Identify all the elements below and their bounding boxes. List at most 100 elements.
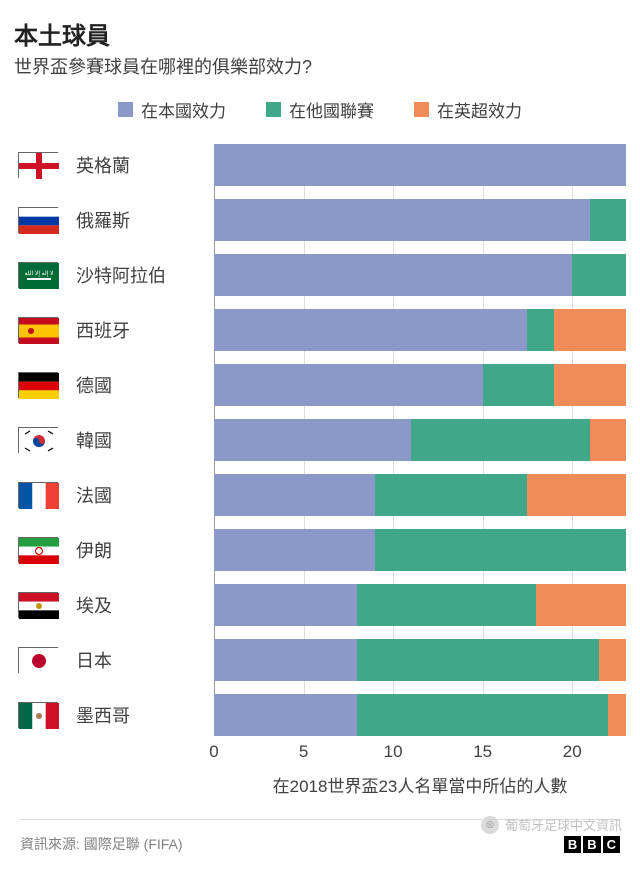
country-label-cell: 西班牙 <box>14 317 214 343</box>
country-row: 英格蘭 <box>14 144 626 186</box>
bar-group <box>214 199 626 241</box>
bar-segment-other <box>357 639 599 681</box>
bar-segment-home <box>214 309 527 351</box>
flag-icon <box>18 317 58 343</box>
flag-icon <box>18 592 58 618</box>
legend-item: 在本國效力 <box>118 97 226 122</box>
axis-tick-label: 20 <box>563 742 582 762</box>
bar-segment-epl <box>536 584 626 626</box>
bar-segment-epl <box>554 364 626 406</box>
svg-text:لا إله إلا الله: لا إله إلا الله <box>25 270 54 277</box>
bar-segment-epl <box>599 639 626 681</box>
bar-segment-other <box>375 529 626 571</box>
bar-group <box>214 584 626 626</box>
bar-segment-home <box>214 474 375 516</box>
legend-label: 在他國聯賽 <box>289 97 374 122</box>
country-name: 沙特阿拉伯 <box>76 262 166 288</box>
flag-icon <box>18 427 58 453</box>
watermark: ⊛ 葡萄牙足球中文資訊 <box>481 815 622 834</box>
bar-segment-other <box>411 419 590 461</box>
country-name: 墨西哥 <box>76 702 130 728</box>
country-row: لا إله إلا الله 沙特阿拉伯 <box>14 254 626 296</box>
legend-label: 在英超效力 <box>437 97 522 122</box>
country-label-cell: 日本 <box>14 647 214 673</box>
bar-segment-home <box>214 254 572 296</box>
country-row: 伊朗 <box>14 529 626 571</box>
bar-segment-home <box>214 144 626 186</box>
bar-segment-home <box>214 199 590 241</box>
bar-segment-other <box>357 694 608 736</box>
axis-tick-label: 0 <box>209 742 218 762</box>
legend-swatch <box>414 102 429 117</box>
watermark-text: 葡萄牙足球中文資訊 <box>505 815 622 834</box>
legend-label: 在本國效力 <box>141 97 226 122</box>
country-name: 西班牙 <box>76 317 130 343</box>
country-name: 英格蘭 <box>76 152 130 178</box>
country-label-cell: 墨西哥 <box>14 702 214 728</box>
country-name: 法國 <box>76 482 112 508</box>
bar-group <box>214 529 626 571</box>
legend: 在本國效力 在他國聯賽 在英超效力 <box>14 97 626 122</box>
flag-icon <box>18 482 58 508</box>
bar-group <box>214 639 626 681</box>
bar-segment-other <box>483 364 555 406</box>
country-row: 日本 <box>14 639 626 681</box>
chart-container: 本土球員 世界盃參賽球員在哪裡的俱樂部效力? 在本國效力 在他國聯賽 在英超效力 英… <box>0 0 640 862</box>
bar-segment-epl <box>608 694 626 736</box>
bbc-logo: BBC <box>564 836 620 853</box>
watermark-icon: ⊛ <box>481 816 499 834</box>
country-row: 墨西哥 <box>14 694 626 736</box>
plot-area: 英格蘭俄羅斯 لا إله إلا الله 沙特阿拉伯西班牙德國韓國法國伊朗埃及日… <box>14 144 626 736</box>
country-row: 埃及 <box>14 584 626 626</box>
bar-segment-other <box>357 584 536 626</box>
country-name: 埃及 <box>76 592 112 618</box>
country-name: 韓國 <box>76 427 112 453</box>
flag-icon <box>18 152 58 178</box>
flag-icon <box>18 372 58 398</box>
bar-segment-epl <box>590 419 626 461</box>
country-row: 俄羅斯 <box>14 199 626 241</box>
country-name: 日本 <box>76 647 112 673</box>
country-row: 法國 <box>14 474 626 516</box>
bar-group <box>214 144 626 186</box>
bar-segment-epl <box>554 309 626 351</box>
bar-segment-other <box>572 254 626 296</box>
flag-icon: لا إله إلا الله <box>18 262 58 288</box>
bar-segment-home <box>214 364 483 406</box>
x-axis: 0 5 10 15 20 <box>14 738 626 766</box>
axis-tick-label: 5 <box>299 742 308 762</box>
x-axis-title: 在2018世界盃23人名單當中所佔的人數 <box>14 772 626 797</box>
country-label-cell: 韓國 <box>14 427 214 453</box>
flag-icon <box>18 702 58 728</box>
legend-swatch <box>266 102 281 117</box>
axis-tick-label: 15 <box>473 742 492 762</box>
chart-subtitle: 世界盃參賽球員在哪裡的俱樂部效力? <box>14 53 626 79</box>
country-row: 西班牙 <box>14 309 626 351</box>
bar-segment-home <box>214 419 411 461</box>
legend-item: 在英超效力 <box>414 97 522 122</box>
country-label-cell: لا إله إلا الله 沙特阿拉伯 <box>14 262 214 288</box>
country-name: 俄羅斯 <box>76 207 130 233</box>
bar-segment-home <box>214 584 357 626</box>
bar-group <box>214 474 626 516</box>
bar-group <box>214 364 626 406</box>
country-label-cell: 德國 <box>14 372 214 398</box>
country-label-cell: 伊朗 <box>14 537 214 563</box>
bar-segment-other <box>375 474 527 516</box>
axis-tick-label: 10 <box>384 742 403 762</box>
bar-group <box>214 694 626 736</box>
legend-swatch <box>118 102 133 117</box>
country-name: 德國 <box>76 372 112 398</box>
bar-group <box>214 254 626 296</box>
source-text: 資訊來源: 國際足聯 (FIFA) <box>20 834 183 854</box>
chart-title: 本土球員 <box>14 16 626 51</box>
bar-segment-home <box>214 639 357 681</box>
bar-segment-home <box>214 694 357 736</box>
legend-item: 在他國聯賽 <box>266 97 374 122</box>
country-label-cell: 英格蘭 <box>14 152 214 178</box>
country-label-cell: 俄羅斯 <box>14 207 214 233</box>
country-label-cell: 法國 <box>14 482 214 508</box>
bar-group <box>214 309 626 351</box>
bar-segment-other <box>590 199 626 241</box>
bar-segment-epl <box>527 474 626 516</box>
